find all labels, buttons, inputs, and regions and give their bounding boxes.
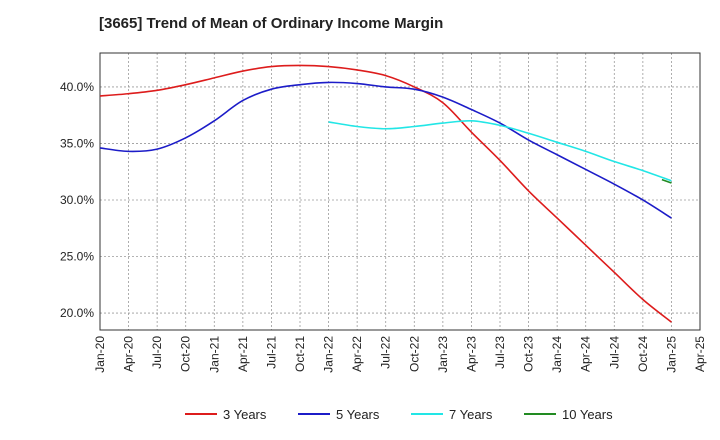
y-tick-label: 20.0% (60, 306, 94, 320)
x-tick-label: Apr-20 (122, 336, 136, 372)
x-tick-label: Jan-25 (664, 336, 678, 373)
x-tick-label: Oct-20 (179, 336, 193, 372)
legend-label-7-years: 7 Years (449, 407, 493, 422)
y-tick-label: 40.0% (60, 80, 94, 94)
x-tick-label: Apr-23 (464, 336, 478, 372)
series-line-10-years (661, 178, 672, 184)
x-tick-label: Jul-20 (150, 336, 164, 369)
x-tick-label: Jan-24 (550, 336, 564, 373)
x-tick-label: Jul-24 (607, 336, 621, 369)
series-line-7-years (328, 119, 672, 182)
x-tick-label: Jul-21 (264, 336, 278, 369)
x-tick-label: Jan-22 (322, 336, 336, 373)
x-tick-label: Oct-24 (636, 336, 650, 372)
y-tick-label: 25.0% (60, 250, 94, 264)
x-tick-label: Jan-23 (436, 336, 450, 373)
legend: 3 Years 5 Years 7 Years 10 Years (185, 407, 613, 422)
series-layer (99, 64, 672, 323)
x-tick-label: Jul-22 (379, 336, 393, 369)
x-tick-label: Oct-23 (522, 336, 536, 372)
x-tick-label: Jul-23 (493, 336, 507, 369)
x-tick-label: Apr-24 (579, 336, 593, 372)
x-tick-label: Apr-21 (236, 336, 250, 372)
x-tick-label: Apr-22 (350, 336, 364, 372)
series-line-3-years (99, 64, 672, 323)
x-tick-label: Apr-25 (693, 336, 707, 372)
x-tick-label: Oct-22 (407, 336, 421, 372)
grid-layer (99, 53, 701, 330)
axis-layer: Jan-20 Apr-20 Jul-20 Oct-20 Jan-21 Apr-21 Jul-… (60, 52, 707, 373)
series-line-5-years (99, 81, 672, 219)
y-tick-label: 30.0% (60, 193, 94, 207)
chart-title: [3665] Trend of Mean of Ordinary Income … (99, 15, 444, 32)
legend-label-5-years: 5 Years (336, 407, 380, 422)
plot-area-frame (99, 52, 701, 331)
y-tick-label: 35.0% (60, 136, 94, 150)
legend-label-10-years: 10 Years (562, 407, 613, 422)
x-tick-label: Jan-21 (207, 336, 221, 373)
x-tick-label: Oct-21 (293, 336, 307, 372)
x-tick-label: Jan-20 (93, 336, 107, 373)
legend-label-3-years: 3 Years (223, 407, 267, 422)
